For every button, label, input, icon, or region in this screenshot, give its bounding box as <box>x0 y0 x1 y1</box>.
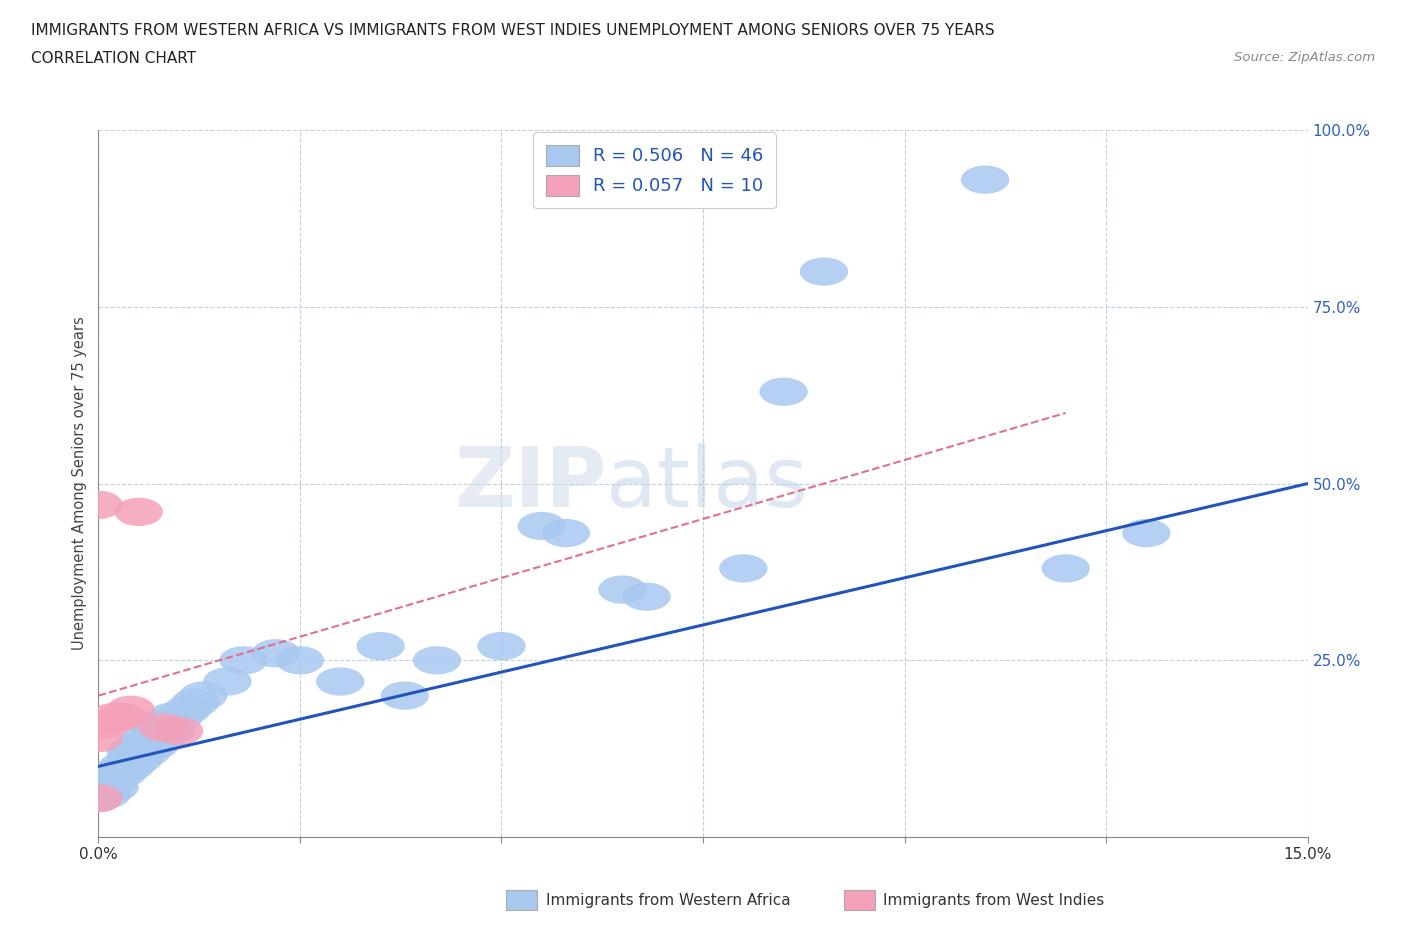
Ellipse shape <box>122 724 172 752</box>
Ellipse shape <box>98 703 146 731</box>
Ellipse shape <box>90 759 139 788</box>
Ellipse shape <box>139 713 187 741</box>
Ellipse shape <box>204 668 252 696</box>
Ellipse shape <box>83 710 131 738</box>
Ellipse shape <box>114 498 163 526</box>
Text: Immigrants from West Indies: Immigrants from West Indies <box>883 893 1104 908</box>
Text: Source: ZipAtlas.com: Source: ZipAtlas.com <box>1234 51 1375 64</box>
Text: Immigrants from Western Africa: Immigrants from Western Africa <box>546 893 790 908</box>
Ellipse shape <box>75 491 122 519</box>
Ellipse shape <box>356 632 405 660</box>
Ellipse shape <box>139 710 187 738</box>
Ellipse shape <box>276 646 325 674</box>
Ellipse shape <box>800 258 848 286</box>
Ellipse shape <box>252 639 299 668</box>
Ellipse shape <box>477 632 526 660</box>
Ellipse shape <box>179 682 228 710</box>
Ellipse shape <box>413 646 461 674</box>
Ellipse shape <box>83 780 131 809</box>
Ellipse shape <box>381 682 429 710</box>
Text: atlas: atlas <box>606 443 808 525</box>
Ellipse shape <box>98 759 146 788</box>
Ellipse shape <box>75 780 122 809</box>
Ellipse shape <box>131 731 179 759</box>
Ellipse shape <box>114 731 163 759</box>
Text: ZIP: ZIP <box>454 443 606 525</box>
Ellipse shape <box>131 717 179 745</box>
Ellipse shape <box>759 378 808 405</box>
Ellipse shape <box>107 696 155 724</box>
Text: IMMIGRANTS FROM WESTERN AFRICA VS IMMIGRANTS FROM WEST INDIES UNEMPLOYMENT AMONG: IMMIGRANTS FROM WESTERN AFRICA VS IMMIGR… <box>31 23 994 38</box>
Ellipse shape <box>517 512 567 540</box>
Ellipse shape <box>90 703 139 731</box>
Ellipse shape <box>960 166 1010 193</box>
Ellipse shape <box>114 745 163 774</box>
Ellipse shape <box>75 784 122 812</box>
Ellipse shape <box>83 766 131 794</box>
Ellipse shape <box>172 688 219 717</box>
Ellipse shape <box>598 576 647 604</box>
Y-axis label: Unemployment Among Seniors over 75 years: Unemployment Among Seniors over 75 years <box>72 317 87 650</box>
Ellipse shape <box>139 724 187 752</box>
Ellipse shape <box>541 519 591 547</box>
Ellipse shape <box>718 554 768 582</box>
Ellipse shape <box>107 745 155 774</box>
Text: CORRELATION CHART: CORRELATION CHART <box>31 51 195 66</box>
Ellipse shape <box>146 717 195 745</box>
Ellipse shape <box>316 668 364 696</box>
Ellipse shape <box>623 582 671 611</box>
Ellipse shape <box>83 774 131 802</box>
Ellipse shape <box>155 717 204 745</box>
Ellipse shape <box>98 752 146 780</box>
Ellipse shape <box>1042 554 1090 582</box>
Ellipse shape <box>146 703 195 731</box>
Ellipse shape <box>90 766 139 794</box>
Ellipse shape <box>75 724 122 752</box>
Ellipse shape <box>107 752 155 780</box>
Ellipse shape <box>122 738 172 766</box>
Ellipse shape <box>155 703 204 731</box>
Ellipse shape <box>107 738 155 766</box>
Ellipse shape <box>1122 519 1171 547</box>
Legend: R = 0.506   N = 46, R = 0.057   N = 10: R = 0.506 N = 46, R = 0.057 N = 10 <box>533 132 776 208</box>
Ellipse shape <box>163 696 211 724</box>
Ellipse shape <box>75 784 122 812</box>
Ellipse shape <box>219 646 267 674</box>
Ellipse shape <box>90 774 139 802</box>
